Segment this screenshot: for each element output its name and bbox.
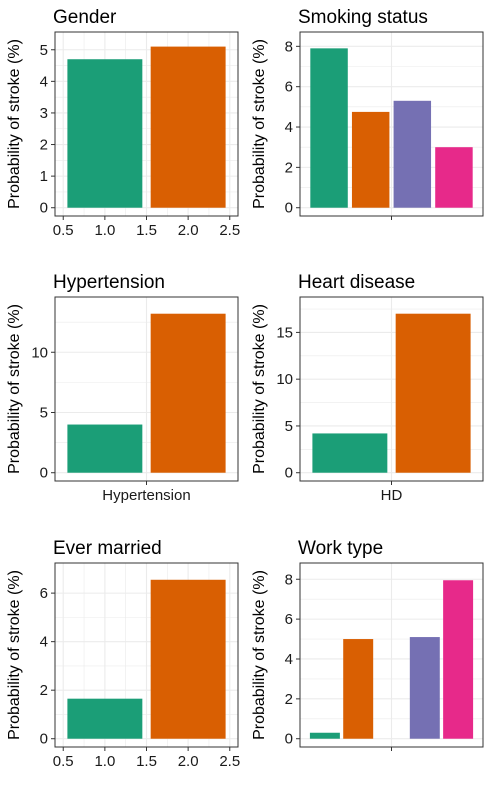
y-axis-label: Probability of stroke (%) — [6, 39, 23, 209]
y-tick-label: 0 — [285, 465, 293, 482]
panel-title: Hypertension — [53, 272, 165, 293]
bar — [67, 424, 143, 473]
y-tick-label: 4 — [285, 651, 293, 668]
y-tick-label: 5 — [40, 404, 48, 421]
y-tick-label: 0 — [40, 465, 48, 482]
panel-5: Ever married Probability of stroke (%) 0 2 4… — [6, 538, 240, 770]
panel-title: Ever married — [53, 538, 162, 559]
y-axis-label: Probability of stroke (%) — [251, 39, 268, 209]
panel-2: Smoking status Probability of stroke (%) 0… — [251, 7, 484, 220]
bar — [150, 46, 226, 208]
y-tick-label: 4 — [285, 119, 293, 136]
bar — [393, 100, 432, 208]
y-tick-label: 1 — [40, 168, 48, 185]
x-tick-label: 2.5 — [219, 222, 240, 239]
bars — [310, 48, 473, 208]
panel-title: Heart disease — [298, 272, 415, 293]
y-tick-label: 15 — [276, 324, 293, 341]
panel-4: Heart disease Probability of stroke (%) 0 5… — [251, 272, 484, 504]
panel-title: Smoking status — [298, 7, 428, 28]
panel-title: Gender — [53, 7, 117, 28]
y-tick-label: 2 — [285, 159, 293, 176]
bar — [150, 579, 226, 739]
x-tick-label: 0.5 — [53, 222, 74, 239]
panel-3: Hypertension Probability of stroke (%) 0 5 1… — [6, 272, 239, 504]
y-tick-label: 2 — [285, 691, 293, 708]
y-tick-label: 2 — [40, 682, 48, 699]
bars — [309, 580, 474, 739]
x-tick-label: 1.5 — [136, 222, 157, 239]
bar — [409, 637, 440, 739]
x-tick-label: 0.5 — [53, 753, 74, 770]
panel-title: Work type — [298, 538, 383, 559]
y-tick-label: 2 — [40, 137, 48, 154]
x-tick-label: 1.0 — [94, 753, 115, 770]
bars — [312, 313, 471, 473]
bars — [67, 46, 226, 208]
panel-6: Work type Probability of stroke (%) 0 2 4 6 8 — [251, 538, 484, 751]
x-tick-label: HD — [381, 487, 403, 504]
y-axis-label: Probability of stroke (%) — [251, 570, 268, 740]
y-tick-label: 3 — [40, 105, 48, 122]
y-tick-label: 0 — [285, 200, 293, 217]
y-tick-label: 6 — [285, 611, 293, 628]
bar — [343, 639, 374, 739]
bars — [67, 579, 226, 739]
bar — [312, 433, 388, 473]
y-tick-label: 5 — [40, 42, 48, 59]
bar — [150, 313, 226, 473]
y-tick-label: 4 — [40, 73, 48, 90]
bar — [67, 59, 143, 208]
y-axis-label: Probability of stroke (%) — [6, 304, 23, 474]
y-tick-label: 10 — [276, 371, 293, 388]
bars — [67, 313, 226, 473]
y-tick-label: 10 — [31, 344, 48, 361]
x-tick-label: 2.0 — [178, 222, 199, 239]
x-gridlines — [62, 563, 231, 747]
y-tick-label: 6 — [40, 585, 48, 602]
y-tick-label: 5 — [285, 418, 293, 435]
x-tick-label: 2.5 — [219, 753, 240, 770]
y-axis-label: Probability of stroke (%) — [6, 570, 23, 740]
y-tick-label: 4 — [40, 634, 48, 651]
bar — [67, 698, 143, 739]
bar — [351, 111, 390, 208]
x-tick-label: 2.0 — [178, 753, 199, 770]
y-axis-label: Probability of stroke (%) — [251, 304, 268, 474]
y-tick-label: 0 — [40, 200, 48, 217]
y-tick-label: 0 — [285, 731, 293, 748]
y-tick-label: 8 — [285, 38, 293, 55]
bar — [310, 48, 348, 208]
bar — [395, 313, 471, 473]
x-tick-label: 1.0 — [94, 222, 115, 239]
x-tick-label: 1.5 — [136, 753, 157, 770]
bar — [443, 580, 474, 739]
bar — [435, 147, 473, 208]
panel-1: Gender Probability of stroke (%) 0 1 2 3 4 5 0.5… — [6, 7, 240, 239]
y-tick-label: 8 — [285, 571, 293, 588]
y-tick-label: 6 — [285, 79, 293, 96]
y-tick-label: 0 — [40, 731, 48, 748]
x-tick-label: Hypertension — [102, 487, 190, 504]
bar — [309, 732, 340, 739]
